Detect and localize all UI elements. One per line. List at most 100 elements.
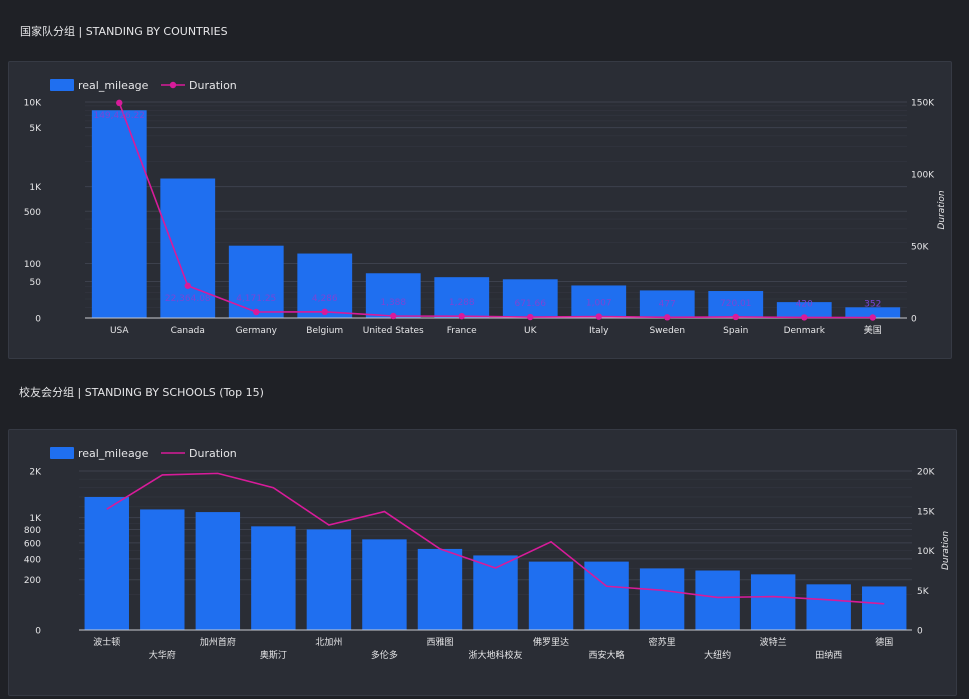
duration-data-label: 720.01 [720,299,752,309]
x-tick-label: 密苏里 [649,636,676,648]
bar [708,291,764,318]
duration-point [321,308,328,316]
x-tick-label: Italy [589,326,609,336]
y-right-tick-label: 0 [917,627,923,637]
x-tick-label: 西雅图 [426,636,453,648]
y-left-tick-label: 500 [24,208,41,218]
y-left-tick-label: 0 [35,627,41,637]
bar [845,307,901,318]
x-tick-label: 奥斯汀 [260,649,287,661]
bar [695,570,740,630]
bar [362,539,407,630]
y-right-axis-label: Duration [937,190,947,229]
legend-line-label: Duration [189,79,237,92]
bar [502,279,558,318]
bar [91,110,147,318]
bar [84,496,129,630]
bar [228,245,284,318]
y-left-tick-label: 600 [24,539,41,549]
legend-bar-swatch [50,447,74,459]
x-tick-label: 波士顿 [93,636,120,648]
y-left-tick-label: 800 [24,526,41,536]
section-title-schools: 校友会分组 | STANDING BY SCHOOLS (Top 15) [19,386,264,399]
y-left-tick-label: 200 [24,576,41,586]
y-right-tick-label: 100K [911,171,935,181]
duration-point [664,314,671,321]
duration-data-label: 22,364.08 [165,294,211,304]
duration-data-label: 352 [864,299,881,309]
duration-point [801,314,808,321]
legend-line-marker [169,81,177,89]
duration-data-label: 420 [796,299,813,309]
x-tick-label: 佛罗里达 [533,636,569,648]
bar [639,568,685,630]
bar [417,548,463,630]
duration-point [390,312,397,320]
duration-data-label: 4,286 [312,294,338,304]
bar [434,277,490,318]
x-tick-label: Belgium [306,326,343,336]
y-right-tick-label: 5K [917,587,930,597]
x-tick-label: Denmark [784,326,826,336]
duration-point [732,313,739,321]
bar [473,555,518,630]
duration-point [253,308,260,316]
legend-line-label: Duration [189,447,237,460]
bar [140,509,185,630]
x-tick-label: 北加州 [315,637,342,648]
x-tick-label: Spain [723,326,748,336]
y-left-tick-label: 1K [29,183,42,193]
bar [750,574,796,630]
bar [776,302,832,318]
duration-point [595,313,602,320]
x-tick-label: UK [524,326,538,336]
duration-data-label: 1,007 [586,299,612,309]
y-left-tick-label: 50 [30,278,42,288]
x-tick-label: 多伦多 [371,649,398,661]
y-right-tick-label: 10K [917,547,935,557]
x-tick-label: USA [110,326,129,336]
y-right-tick-label: 20K [917,468,935,478]
bar [251,526,296,630]
bar [862,586,907,630]
legend-bar-swatch [50,79,74,91]
section-title-countries: 国家队分组 | STANDING BY COUNTRIES [20,25,228,38]
duration-point [527,313,534,321]
x-tick-label: 西安大略 [589,649,625,661]
duration-point [458,312,465,320]
duration-point [116,99,123,107]
schools-chart-panel: 0 200 400 600 800 1K 2K 0 5K 10K 15K 20K Duration 波士顿… [8,429,957,696]
legend-bar-label: real_mileage [78,79,149,92]
bar [639,290,695,318]
duration-data-label: 671.66 [515,299,547,309]
y-left-tick-label: 100 [24,260,41,270]
duration-point [869,314,876,321]
x-tick-label: 大华府 [149,649,176,661]
countries-chart-panel: 0 50 100 500 1K 5K 10K 0 50K 100K 150K Duration 149,… [8,61,952,359]
y-left-tick-label: 1K [29,514,42,524]
y-left-tick-label: 2K [29,468,42,478]
bar [297,253,353,318]
x-tick-label: France [447,326,477,336]
bar [195,512,241,630]
schools-chart: 0 200 400 600 800 1K 2K 0 5K 10K 15K 20K Duration 波士顿… [24,447,951,661]
y-right-tick-label: 15K [917,507,935,517]
bar [306,529,352,630]
bar [528,561,574,630]
countries-chart: 0 50 100 500 1K 5K 10K 0 50K 100K 150K Duration 149,… [24,79,947,336]
bar [806,584,851,630]
y-right-tick-label: 150K [911,99,935,109]
x-tick-label: 浙大地科校友 [468,649,522,661]
bar [584,561,629,630]
x-tick-label: 田纳西 [815,649,842,661]
y-right-tick-label: 0 [911,315,917,325]
y-right-tick-label: 50K [911,243,929,253]
x-tick-label: 美国 [864,324,882,336]
duration-line [118,102,873,319]
x-tick-label: 德国 [875,636,893,648]
y-left-tick-label: 10K [24,99,42,109]
y-left-tick-label: 400 [24,555,41,565]
bar [160,178,216,318]
y-left-tick-label: 0 [35,315,41,325]
x-tick-label: Sweden [649,326,685,336]
